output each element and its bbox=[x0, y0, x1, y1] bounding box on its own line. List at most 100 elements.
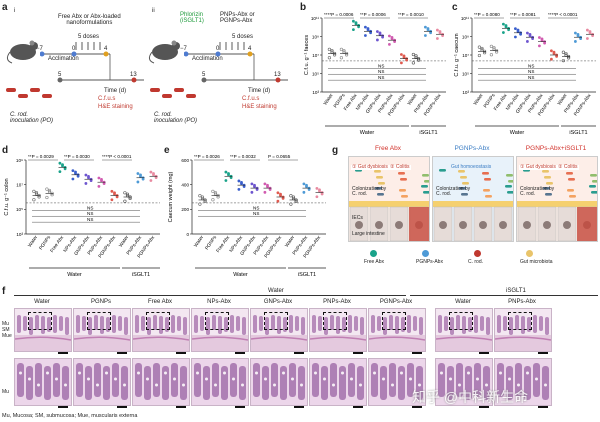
data-point bbox=[424, 25, 427, 29]
data-point bbox=[139, 173, 142, 177]
f-col-label: PGNPs bbox=[90, 299, 112, 305]
group-label-isglt1: iSGLT1 bbox=[132, 272, 150, 278]
panel-g: ① Gut dysbiosis ② Colitis Colonization by … bbox=[340, 145, 598, 282]
ii-day-5: 5 bbox=[202, 72, 206, 78]
i-inoculation: C. rod. inoculation (PO) bbox=[10, 112, 54, 124]
zoom-region-box bbox=[264, 312, 288, 330]
group-label-isglt1: iSGLT1 bbox=[569, 130, 587, 136]
data-point bbox=[436, 37, 439, 40]
scale-bar bbox=[117, 352, 127, 354]
data-point bbox=[330, 49, 334, 53]
histology-overview bbox=[309, 308, 367, 352]
data-point bbox=[61, 163, 64, 166]
data-point bbox=[200, 195, 205, 199]
data-point bbox=[250, 182, 254, 186]
i-title: Free Abx or Abx-loaded nanoformulations bbox=[58, 14, 121, 26]
data-point bbox=[411, 61, 415, 65]
data-point bbox=[263, 182, 267, 186]
data-point bbox=[263, 190, 267, 194]
panel-b-plot: C.f.u. g⁻¹ faeces10¹¹10⁹10⁷10⁵10³WaterPG… bbox=[304, 12, 446, 136]
mouse-icon bbox=[6, 40, 38, 64]
data-point bbox=[32, 198, 36, 202]
histology-zoom bbox=[14, 358, 72, 406]
data-point bbox=[364, 25, 367, 29]
ns-label: NS bbox=[87, 205, 93, 210]
data-point bbox=[305, 183, 308, 187]
data-point bbox=[376, 30, 379, 33]
data-point bbox=[149, 170, 153, 174]
g-tag: ② Colitis bbox=[557, 164, 579, 170]
data-point bbox=[540, 37, 544, 41]
data-point bbox=[74, 170, 77, 174]
stat-label: **P = 0.0026 bbox=[194, 154, 220, 159]
y-tick-label: 400 bbox=[181, 182, 189, 187]
data-point bbox=[253, 183, 256, 187]
ii-day-m7: −7 bbox=[180, 46, 187, 52]
data-point bbox=[588, 30, 592, 33]
data-point bbox=[366, 27, 370, 30]
y-tick-label: 10⁷ bbox=[462, 53, 469, 58]
data-point bbox=[489, 44, 494, 48]
g-tag: ① Gut dysbiosis bbox=[519, 164, 557, 170]
ii-acclimation: Acclimation bbox=[192, 56, 223, 62]
y-tick-label: 10⁹ bbox=[462, 34, 469, 39]
panel-letter-g: g bbox=[332, 145, 339, 156]
ns-label: NS bbox=[528, 75, 534, 80]
scale-bar bbox=[294, 406, 304, 408]
scale-bar bbox=[353, 352, 363, 354]
panel-f: Water iSGLT1 Water PGNPs Free Abx NPs-Abx GN… bbox=[0, 286, 600, 422]
stat-label: ****P < 0.0001 bbox=[102, 154, 132, 159]
f-water-line bbox=[14, 295, 406, 296]
data-point bbox=[436, 28, 439, 32]
g-card: Gut homoeostasis Colonization by C. rod. bbox=[432, 156, 514, 242]
data-point bbox=[315, 186, 319, 190]
histology-zoom bbox=[73, 358, 131, 406]
f-row-label-mu2: Mu bbox=[2, 389, 9, 395]
x-tick-label: Water bbox=[322, 92, 334, 106]
data-point bbox=[492, 46, 496, 50]
stat-label: **P = 0.0080 bbox=[474, 12, 500, 17]
data-point bbox=[480, 46, 484, 51]
x-tick-label: Water bbox=[193, 234, 205, 248]
y-tick-label: 10⁷ bbox=[312, 53, 319, 58]
zoom-region-box bbox=[146, 312, 170, 330]
g-legend-swatch bbox=[422, 250, 429, 257]
data-point bbox=[528, 33, 532, 36]
histology-overview bbox=[368, 308, 426, 352]
f-col-label: PNPs-Abx bbox=[508, 299, 536, 305]
y-tick-label: 10³ bbox=[16, 232, 23, 237]
ns-label: NS bbox=[378, 63, 384, 68]
f-row-label-sm: SM bbox=[2, 327, 10, 333]
data-point bbox=[302, 190, 306, 194]
y-axis-label: Caecum weight (mg) bbox=[168, 171, 174, 222]
y-tick-label: 10³ bbox=[312, 90, 319, 95]
data-point bbox=[198, 194, 202, 198]
g-title: Free Abx bbox=[374, 145, 402, 152]
scale-bar bbox=[479, 352, 489, 354]
y-tick-label: 10¹¹ bbox=[461, 16, 470, 21]
scale-bar bbox=[294, 352, 304, 354]
scale-bar bbox=[412, 352, 422, 354]
data-point bbox=[477, 45, 482, 49]
sub-ii: ii bbox=[152, 8, 155, 14]
y-tick-label: 10³ bbox=[462, 90, 469, 95]
data-point bbox=[514, 27, 517, 30]
data-point bbox=[152, 172, 155, 175]
panel-letter-b: b bbox=[300, 2, 307, 13]
panel-letter-c: c bbox=[452, 2, 458, 13]
x-tick-label: Water bbox=[556, 92, 568, 106]
zoom-region-box bbox=[87, 312, 111, 330]
scale-bar bbox=[353, 406, 363, 408]
data-point bbox=[339, 47, 344, 51]
f-footnote: Mu, Mucosa; SM, submucosa; Mue, muscular… bbox=[2, 413, 138, 419]
data-point bbox=[291, 195, 296, 199]
data-point bbox=[113, 191, 116, 195]
f-col-label: Free Abx bbox=[147, 299, 173, 305]
data-point bbox=[352, 19, 355, 23]
data-point bbox=[100, 178, 103, 181]
i-day-13: 13 bbox=[130, 72, 137, 78]
ns-label: NS bbox=[378, 69, 384, 74]
x-tick-label: Water bbox=[472, 92, 484, 106]
data-point bbox=[250, 190, 254, 194]
